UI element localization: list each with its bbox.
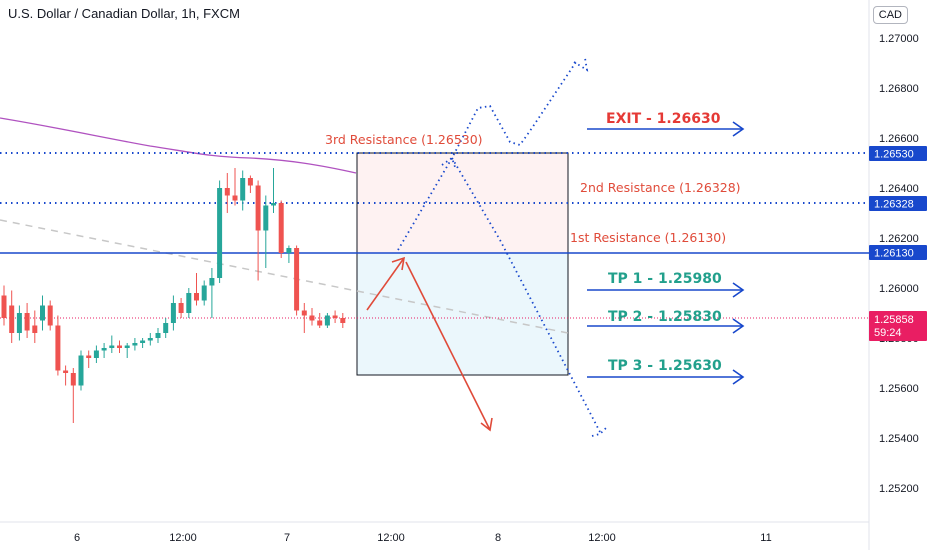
candle-body xyxy=(93,350,99,358)
projection-path-down[interactable] xyxy=(451,157,601,433)
projection-path-up-head xyxy=(573,57,589,72)
price-tick-label: 1.26600 xyxy=(879,133,919,145)
exit-label: EXIT - 1.26630 xyxy=(606,111,721,127)
candle-body xyxy=(286,248,292,253)
candle-body xyxy=(147,338,153,341)
time-axis[interactable]: 6 12:00 7 12:00 8 12:00 11 xyxy=(74,532,772,544)
red-down-arrow[interactable] xyxy=(405,261,491,431)
projection-path-up[interactable] xyxy=(397,61,577,251)
candle-body xyxy=(163,323,169,333)
candle-body xyxy=(124,345,130,348)
tp1-label: TP 1 - 1.25980 xyxy=(608,271,722,287)
candle-body xyxy=(1,295,7,318)
time-tick-label: 6 xyxy=(74,532,80,544)
candle-body xyxy=(309,315,315,321)
candlesticks xyxy=(1,168,346,423)
candle-body xyxy=(217,188,223,278)
target-zone[interactable] xyxy=(356,252,569,376)
candle-body xyxy=(47,305,53,326)
candle-body xyxy=(63,370,69,373)
resistance-1-label: 1st Resistance (1.26130) xyxy=(570,230,726,245)
level-tag-resistance-1-text: 1.26130 xyxy=(874,248,914,260)
price-tick-label: 1.26400 xyxy=(879,183,919,195)
candle-body xyxy=(332,315,338,318)
candle-body xyxy=(178,303,184,313)
tp3-arrow[interactable] xyxy=(587,369,745,385)
resistance-2-label: 2nd Resistance (1.26328) xyxy=(580,180,741,195)
exit-arrow[interactable] xyxy=(587,121,745,137)
candle-body xyxy=(224,188,230,196)
candle-body xyxy=(170,303,176,323)
candle-body xyxy=(32,325,38,333)
trend-line[interactable] xyxy=(0,219,569,334)
candle-body xyxy=(232,195,238,201)
time-tick-label: 12:00 xyxy=(588,532,616,544)
red-up-arrow-head xyxy=(391,256,406,271)
candle-body xyxy=(40,305,45,321)
moving-average-line[interactable] xyxy=(0,117,357,174)
candle-body xyxy=(16,313,22,333)
price-axis[interactable]: 1.27000 1.26800 1.26600 1.26400 1.26200 1.260… xyxy=(879,33,919,495)
level-tag-resistance-3: 1.26530 xyxy=(869,146,927,161)
projection-mid-head xyxy=(441,156,457,171)
candle-body xyxy=(317,320,323,326)
price-tick-label: 1.26000 xyxy=(879,283,919,295)
tp1-arrow[interactable] xyxy=(587,282,745,298)
price-tick-label: 1.25600 xyxy=(879,383,919,395)
projection-path-down-head xyxy=(591,425,609,437)
price-tick-label: 1.26200 xyxy=(879,233,919,245)
candle-body xyxy=(24,313,30,331)
candle-body xyxy=(209,278,215,286)
candle-body xyxy=(101,348,107,351)
current-price-tag: 1.25858 59:24 xyxy=(869,311,927,341)
current-price-value: 1.25858 xyxy=(874,314,914,326)
candle-body xyxy=(301,310,307,316)
candle-body xyxy=(117,345,122,348)
time-tick-label: 12:00 xyxy=(377,532,405,544)
candle-body xyxy=(132,343,138,346)
candle-body xyxy=(278,203,284,253)
candle-body xyxy=(9,305,15,333)
red-down-arrow-head xyxy=(480,417,493,432)
candle-body xyxy=(194,293,199,301)
level-tag-resistance-1: 1.26130 xyxy=(869,245,927,260)
time-tick-label: 7 xyxy=(284,532,290,544)
price-tick-label: 1.25200 xyxy=(879,483,919,495)
time-tick-label: 11 xyxy=(760,532,771,544)
time-tick-label: 8 xyxy=(495,532,501,544)
level-tag-resistance-2-text: 1.26328 xyxy=(874,199,914,211)
candle-body xyxy=(263,205,269,231)
price-tick-label: 1.27000 xyxy=(879,33,919,45)
candle-body xyxy=(240,178,246,201)
resistance-3-label: 3rd Resistance (1.26530) xyxy=(325,132,483,147)
time-tick-label: 12:00 xyxy=(169,532,197,544)
price-tick-label: 1.26800 xyxy=(879,83,919,95)
tp3-label: TP 3 - 1.25630 xyxy=(608,358,722,374)
candle-body xyxy=(271,203,276,206)
level-tag-resistance-2: 1.26328 xyxy=(869,196,927,211)
tp2-label: TP 2 - 1.25830 xyxy=(608,309,722,325)
candle-body xyxy=(324,315,330,326)
price-tick-label: 1.25400 xyxy=(879,433,919,445)
bar-countdown: 59:24 xyxy=(874,327,902,339)
red-up-arrow[interactable] xyxy=(366,257,405,311)
candle-body xyxy=(78,355,84,386)
candle-body xyxy=(255,185,261,231)
candle-body xyxy=(155,333,161,338)
currency-button[interactable]: CAD xyxy=(872,6,908,24)
candle-body xyxy=(86,355,92,358)
tp2-arrow[interactable] xyxy=(587,318,745,334)
candle-body xyxy=(247,178,253,186)
candle-body xyxy=(294,248,300,311)
level-tag-resistance-3-text: 1.26530 xyxy=(874,149,914,161)
candle-body xyxy=(55,325,61,371)
candle-body xyxy=(340,318,346,323)
candle-body xyxy=(109,345,115,348)
candle-body xyxy=(201,285,207,301)
candle-body xyxy=(140,340,146,343)
chart-title: U.S. Dollar / Canadian Dollar, 1h, FXCM xyxy=(8,6,240,21)
candle-body xyxy=(186,293,192,313)
candle-body xyxy=(70,373,76,386)
